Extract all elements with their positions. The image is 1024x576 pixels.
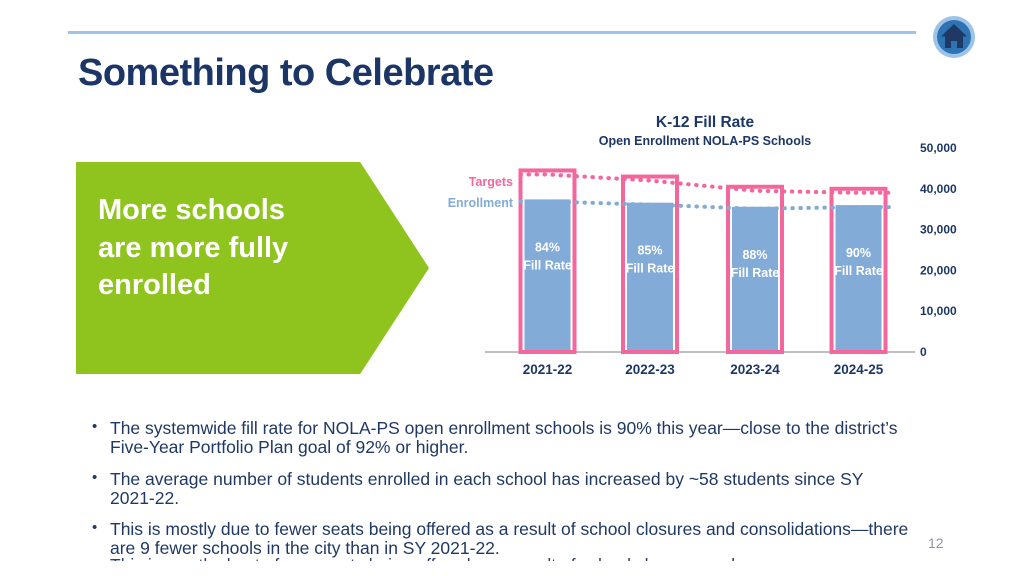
chart-title: K-12 Fill Rate [656,114,755,131]
y-axis-tick-label: 10,000 [920,304,957,318]
slide-title: Something to Celebrate [78,52,494,94]
chart-subtitle: Open Enrollment NOLA-PS Schools [599,134,812,148]
bar-fill-rate-value: 90% [846,246,871,260]
targets-dotted-trend-line [518,172,893,195]
legend-enrollment: Enrollment [448,196,514,210]
x-axis-category-label: 2024-25 [834,362,884,377]
bar-fill-rate-label: Fill Rate [834,264,883,278]
y-axis-tick-label: 30,000 [920,223,957,237]
enrollment-bar [835,205,882,350]
callout-arrow: More schools are more fully enrolled [76,162,429,374]
enrollment-bar [627,202,673,350]
clipped-text-line: This is mostly due to fewer seats being … [110,556,810,561]
fill-rate-chart: K-12 Fill Rate Open Enrollment NOLA-PS Sc… [445,105,985,395]
bar-fill-rate-value: 84% [535,240,560,254]
bar-fill-rate-label: Fill Rate [523,258,572,272]
y-axis-tick-label: 40,000 [920,182,957,196]
callout-text: More schools are more fully enrolled [98,194,289,302]
bar-fill-rate-label: Fill Rate [731,266,780,280]
bullet-item: This is mostly due to fewer seats being … [88,519,912,559]
y-axis-tick-label: 50,000 [920,141,957,155]
bar-fill-rate-value: 88% [742,248,767,262]
enrollment-dotted-trend-line [518,199,893,211]
bar-fill-rate-label: Fill Rate [626,262,675,276]
x-axis-category-label: 2022-23 [625,362,675,377]
bullet-item: The average number of students enrolled … [88,469,912,509]
home-button[interactable] [932,15,976,59]
top-divider-line [68,31,916,34]
bar-fill-rate-value: 85% [637,244,662,258]
bullet-list: The systemwide fill rate for NOLA-PS ope… [88,418,912,571]
enrollment-bar [524,199,571,350]
bullet-item: The systemwide fill rate for NOLA-PS ope… [88,418,912,458]
page-number: 12 [928,535,944,551]
enrollment-bar [732,206,778,350]
x-axis-category-label: 2021-22 [523,362,573,377]
y-axis-tick-label: 0 [920,345,927,359]
x-axis-category-label: 2023-24 [730,362,780,377]
y-axis-tick-label: 20,000 [920,263,957,277]
legend-targets: Targets [469,175,513,189]
home-icon [933,16,975,58]
